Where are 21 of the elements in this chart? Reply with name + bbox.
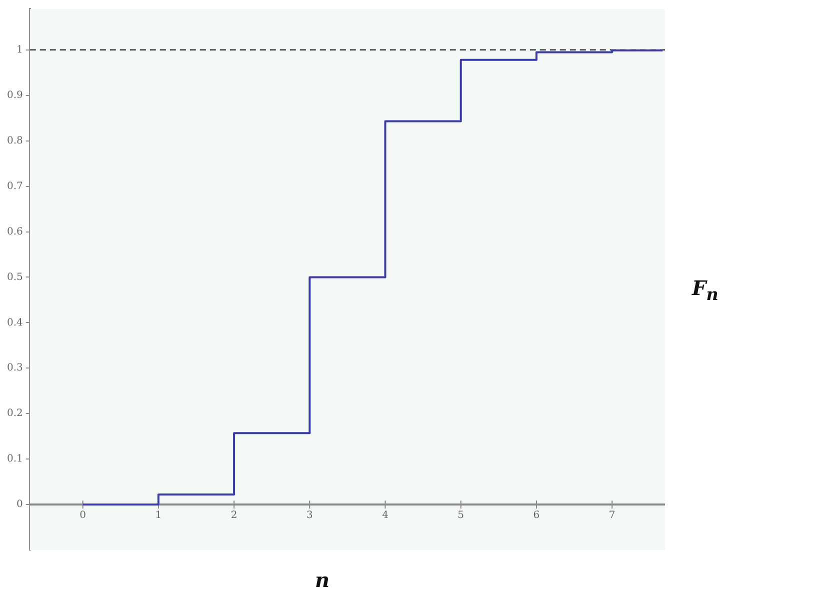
y-tick-label: 0.6 <box>6 226 23 238</box>
y-tick-label: 0.2 <box>6 408 23 420</box>
y-tick-label: 0.8 <box>6 135 23 146</box>
y-tick-label: 0.4 <box>6 317 23 328</box>
y-tick-label: 0.5 <box>6 272 23 283</box>
x-tick-label: 6 <box>533 510 540 522</box>
y-tick-label: 1 <box>16 44 23 56</box>
y-tick-label: 0 <box>16 499 23 510</box>
x-tick-label: 7 <box>608 510 616 522</box>
x-tick-label: 0 <box>80 510 86 522</box>
y-tick-label: 0.3 <box>6 362 23 374</box>
x-tick-label: 5 <box>458 510 464 522</box>
y-tick-label: 0.1 <box>6 454 23 465</box>
x-tick-label: 3 <box>306 510 313 522</box>
y-tick-label: 0.7 <box>6 180 23 192</box>
x-tick-label: 4 <box>382 510 388 522</box>
y-tick-label: 0.9 <box>6 90 23 101</box>
x-tick-label: 1 <box>155 510 162 522</box>
y-axis-title: F$_{n}$ <box>692 276 718 304</box>
x-tick-label: 2 <box>230 510 238 522</box>
x-axis-title: n <box>315 568 330 592</box>
